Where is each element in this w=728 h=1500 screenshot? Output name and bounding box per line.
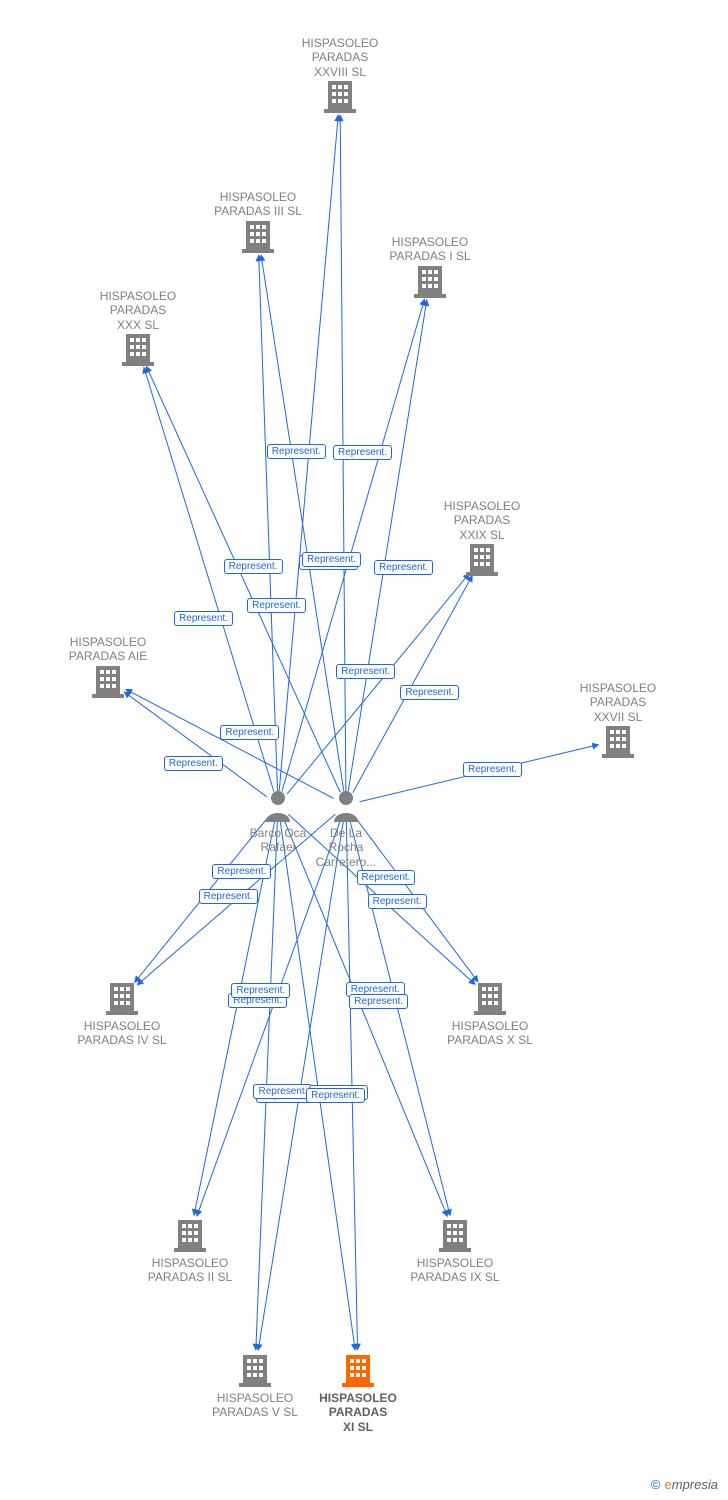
company-node-c_aie[interactable]: HISPASOLEO PARADAS AIE [48,631,168,698]
company-icon [430,981,550,1015]
company-icon [195,1353,315,1387]
node-label: HISPASOLEO PARADAS XXVII SL [558,681,678,724]
company-icon [298,1353,418,1387]
node-label: HISPASOLEO PARADAS XXVIII SL [280,36,400,79]
node-label: HISPASOLEO PARADAS XXX SL [78,289,198,332]
company-icon [370,264,490,298]
company-node-c_iii[interactable]: HISPASOLEO PARADAS III SL [198,186,318,253]
company-node-c_iv[interactable]: HISPASOLEO PARADAS IV SL [62,981,182,1048]
edge-label: Represent. [349,994,408,1009]
company-node-c_x[interactable]: HISPASOLEO PARADAS X SL [430,981,550,1048]
company-node-c_xi[interactable]: HISPASOLEO PARADAS XI SL [298,1353,418,1434]
edge [261,255,344,791]
edge-label: Represent. [368,894,427,909]
company-icon [198,219,318,253]
node-label: HISPASOLEO PARADAS X SL [430,1019,550,1048]
company-node-c_xxvii[interactable]: HISPASOLEO PARADAS XXVII SL [558,677,678,758]
node-label: HISPASOLEO PARADAS I SL [370,235,490,264]
edge [124,692,267,797]
edge-label: Represent. [306,1088,365,1103]
company-icon [78,332,198,366]
company-node-c_xxix[interactable]: HISPASOLEO PARADAS XXIX SL [422,495,542,576]
edge-label: Represent. [253,1084,312,1099]
node-label: De La Rocha Carretero... [286,826,406,869]
company-node-c_i[interactable]: HISPASOLEO PARADAS I SL [370,231,490,298]
node-label: HISPASOLEO PARADAS V SL [195,1391,315,1420]
edge-label: Represent. [212,864,271,879]
person-icon [286,788,406,822]
company-icon [558,724,678,758]
company-icon [130,1218,250,1252]
edge-label: Represent. [400,685,459,700]
company-node-c_xxx[interactable]: HISPASOLEO PARADAS XXX SL [78,285,198,366]
company-node-c_xxviii[interactable]: HISPASOLEO PARADAS XXVIII SL [280,32,400,113]
edge-label: Represent. [336,664,395,679]
edge-label: Represent. [231,983,290,998]
edge [348,300,427,791]
company-icon [422,542,542,576]
edge-label: Represent. [463,762,522,777]
edge-label: Represent. [357,870,416,885]
edge-label: Represent. [333,445,392,460]
edge-label: Represent. [302,552,361,567]
watermark: ©empresia [651,1477,718,1492]
company-icon [395,1218,515,1252]
node-label: HISPASOLEO PARADAS II SL [130,1256,250,1285]
node-label: HISPASOLEO PARADAS IV SL [62,1019,182,1048]
company-icon [48,664,168,698]
edge-label: Represent. [199,889,258,904]
edge-label: Represent. [174,611,233,626]
node-label: HISPASOLEO PARADAS III SL [198,190,318,219]
company-icon [280,79,400,113]
edge [282,299,425,791]
edge-label: Represent. [247,598,306,613]
node-label: HISPASOLEO PARADAS XXIX SL [422,499,542,542]
node-label: HISPASOLEO PARADAS AIE [48,635,168,664]
company-node-c_v[interactable]: HISPASOLEO PARADAS V SL [195,1353,315,1420]
edge-label: Represent. [220,725,279,740]
edge-label: Represent. [164,756,223,771]
company-node-c_ix[interactable]: HISPASOLEO PARADAS IX SL [395,1218,515,1285]
edge [259,255,278,791]
edge-label: Represent. [267,444,326,459]
node-label: HISPASOLEO PARADAS XI SL [298,1391,418,1434]
edge-label: Represent. [224,559,283,574]
edge [126,689,334,798]
node-label: HISPASOLEO PARADAS IX SL [395,1256,515,1285]
company-node-c_ii[interactable]: HISPASOLEO PARADAS II SL [130,1218,250,1285]
person-node-p2[interactable]: De La Rocha Carretero... [286,788,406,869]
company-icon [62,981,182,1015]
edge-label: Represent. [374,560,433,575]
